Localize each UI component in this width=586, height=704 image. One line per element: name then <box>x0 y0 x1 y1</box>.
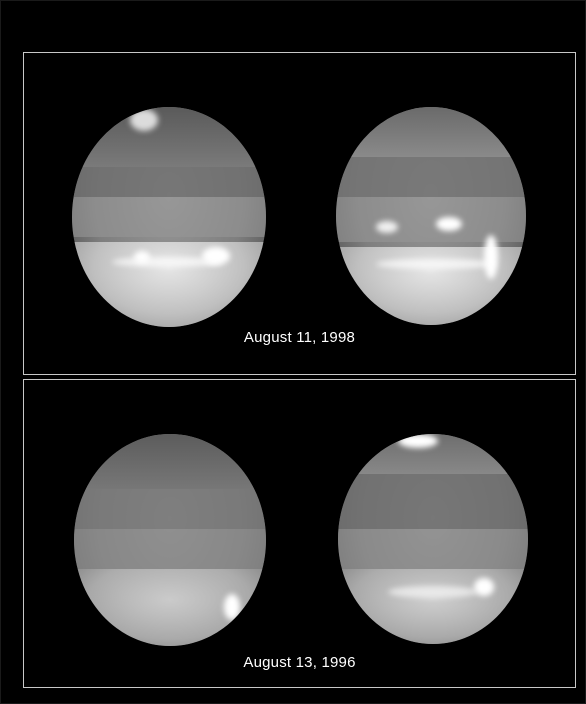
bottom-image-panel: August 13, 1996 <box>23 379 576 688</box>
caption-bottom: August 13, 1996 <box>24 654 575 671</box>
neptune-image-right <box>336 107 526 325</box>
neptune-image-left <box>72 107 266 327</box>
top-image-panel: August 11, 1998 <box>23 52 576 375</box>
caption-top: August 11, 1998 <box>24 329 575 346</box>
neptune-image-right <box>338 434 528 644</box>
neptune-image-left <box>74 434 266 646</box>
